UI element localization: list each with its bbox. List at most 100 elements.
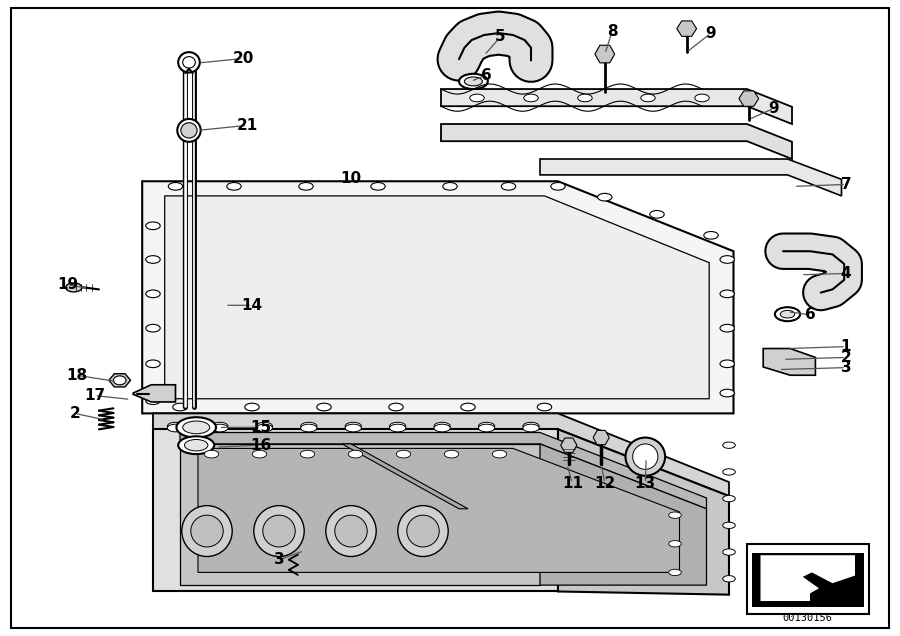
Polygon shape [739,91,759,106]
Polygon shape [441,89,792,124]
Ellipse shape [204,450,219,458]
Text: 00130156: 00130156 [782,613,833,623]
Ellipse shape [178,436,214,454]
Text: 11: 11 [562,476,583,491]
Ellipse shape [551,183,565,190]
Ellipse shape [445,450,459,458]
Ellipse shape [780,310,795,318]
Ellipse shape [723,469,735,475]
Ellipse shape [641,94,655,102]
Ellipse shape [113,376,126,385]
Ellipse shape [345,422,361,430]
Text: 7: 7 [841,177,851,192]
Polygon shape [153,429,558,591]
Ellipse shape [146,256,160,263]
Ellipse shape [178,52,200,73]
Text: 9: 9 [706,25,716,41]
Text: 2: 2 [69,406,80,421]
Polygon shape [165,196,709,399]
Ellipse shape [301,422,317,430]
Polygon shape [142,181,734,413]
Text: 17: 17 [84,388,105,403]
Polygon shape [441,124,792,159]
Ellipse shape [348,450,363,458]
Text: 3: 3 [841,360,851,375]
Ellipse shape [723,495,735,502]
Text: 14: 14 [241,298,263,313]
Polygon shape [109,374,130,387]
Ellipse shape [176,417,216,438]
Ellipse shape [720,256,734,263]
Ellipse shape [301,450,315,458]
Text: 13: 13 [634,476,656,491]
Ellipse shape [173,403,187,411]
Ellipse shape [633,444,658,469]
Ellipse shape [167,424,184,432]
Ellipse shape [167,422,184,430]
Ellipse shape [407,515,439,547]
Ellipse shape [720,324,734,332]
Ellipse shape [317,403,331,411]
Ellipse shape [66,283,82,292]
Ellipse shape [146,222,160,230]
Ellipse shape [720,290,734,298]
Ellipse shape [443,183,457,190]
Ellipse shape [723,549,735,555]
Ellipse shape [252,450,266,458]
Ellipse shape [212,422,228,430]
Ellipse shape [396,450,410,458]
Polygon shape [133,385,176,402]
Ellipse shape [390,422,406,430]
Polygon shape [561,438,577,452]
Text: 4: 4 [841,266,851,281]
Text: 21: 21 [237,118,258,133]
Ellipse shape [723,442,735,448]
Ellipse shape [177,119,201,142]
Ellipse shape [434,424,450,432]
Polygon shape [803,572,855,601]
Ellipse shape [523,422,539,430]
Polygon shape [180,432,706,509]
Ellipse shape [326,506,376,556]
Text: 8: 8 [607,24,617,39]
Ellipse shape [464,77,482,86]
Bar [752,553,864,607]
Ellipse shape [597,46,613,62]
Polygon shape [153,413,729,496]
Ellipse shape [723,576,735,582]
Ellipse shape [775,307,800,321]
Ellipse shape [723,522,735,529]
Text: 19: 19 [57,277,78,293]
Ellipse shape [459,74,488,89]
Ellipse shape [146,290,160,298]
Ellipse shape [479,422,495,430]
Text: 10: 10 [340,170,362,186]
Text: 3: 3 [274,552,284,567]
Text: 5: 5 [495,29,506,45]
Text: 16: 16 [250,438,272,453]
Ellipse shape [434,422,450,430]
Text: 6: 6 [805,307,815,322]
Polygon shape [677,21,697,36]
Ellipse shape [650,211,664,218]
Polygon shape [198,448,680,572]
Ellipse shape [704,232,718,239]
Ellipse shape [371,183,385,190]
Ellipse shape [345,424,361,432]
Text: 9: 9 [769,100,779,116]
Ellipse shape [501,183,516,190]
Polygon shape [593,431,609,445]
Text: 18: 18 [66,368,87,383]
Ellipse shape [168,183,183,190]
Polygon shape [558,429,729,595]
Ellipse shape [695,94,709,102]
Text: 12: 12 [594,476,616,491]
Text: 20: 20 [232,51,254,66]
Ellipse shape [256,422,273,430]
Ellipse shape [245,403,259,411]
Ellipse shape [183,421,210,434]
Ellipse shape [146,360,160,368]
Ellipse shape [191,515,223,547]
Polygon shape [595,45,615,63]
Ellipse shape [212,424,228,432]
